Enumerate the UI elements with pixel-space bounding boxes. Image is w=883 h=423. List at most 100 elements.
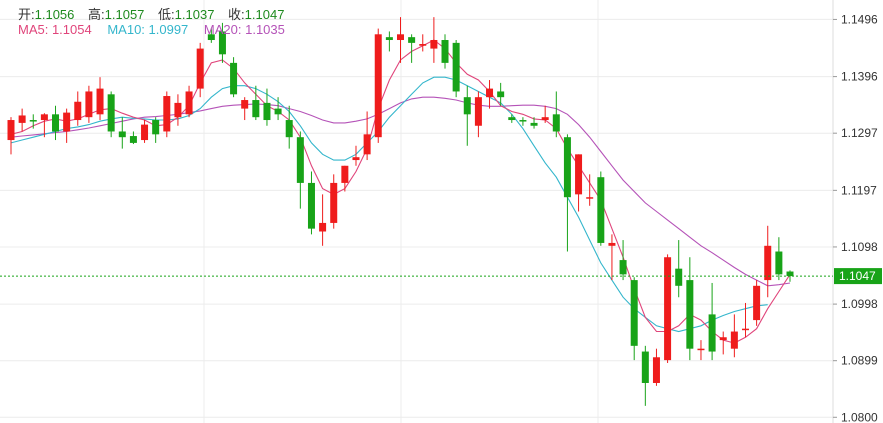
candle <box>385 31 393 52</box>
candle <box>530 117 538 129</box>
candle-body <box>764 245 772 281</box>
high-value: 1.1057 <box>104 7 145 22</box>
candle <box>597 171 605 246</box>
candle <box>274 97 282 121</box>
candle-body <box>541 117 549 121</box>
candle <box>118 117 126 149</box>
candle <box>96 77 104 121</box>
candle-body <box>530 122 538 126</box>
candle-body <box>363 134 371 155</box>
candle-body <box>508 117 516 121</box>
candle-body <box>741 328 749 331</box>
candle <box>652 348 660 386</box>
current-price-box <box>834 268 882 285</box>
candle-body <box>285 120 293 138</box>
candle-body <box>230 62 238 95</box>
candle <box>18 108 26 132</box>
candle-body <box>474 97 482 126</box>
candle <box>708 282 716 361</box>
candle-body <box>163 96 171 132</box>
candle <box>296 131 304 209</box>
candle <box>786 270 794 282</box>
candle-body <box>118 131 126 138</box>
y-tick-label: 1.1297 <box>841 126 878 140</box>
y-tick-label: 1.1496 <box>841 12 878 26</box>
candle <box>697 340 705 361</box>
candle-body <box>296 137 304 183</box>
candle-body <box>575 154 583 195</box>
candle-body <box>207 34 215 41</box>
candle-body <box>341 165 349 183</box>
candle <box>29 114 37 129</box>
candle-body <box>52 114 60 132</box>
candle-body <box>7 120 15 141</box>
candle <box>497 82 505 106</box>
low-value: 1.1037 <box>174 7 215 22</box>
candle <box>686 257 694 361</box>
ma10-legend: MA10: 1.0997 <box>107 22 189 37</box>
candle <box>363 111 371 161</box>
candle-body <box>274 108 282 115</box>
candle <box>196 42 204 98</box>
candle-body <box>664 257 672 361</box>
candle-body <box>29 120 37 122</box>
candle <box>486 80 494 109</box>
candle-body <box>174 102 182 118</box>
candle <box>352 145 360 166</box>
candle-body <box>753 285 761 321</box>
candle-body <box>675 268 683 286</box>
candle <box>541 105 549 123</box>
candle-body <box>608 242 616 246</box>
candle <box>430 17 438 63</box>
candle-body <box>419 44 427 46</box>
candle-body <box>630 280 638 346</box>
ma20-legend: MA20: 1.1035 <box>203 22 285 37</box>
candle <box>218 22 226 63</box>
candle <box>463 85 471 146</box>
ma5-legend: MA5: 1.1054 <box>18 22 92 37</box>
candle <box>74 91 82 126</box>
candle <box>775 237 783 281</box>
y-tick-label: 1.1396 <box>841 70 878 84</box>
candle-body <box>452 42 460 92</box>
candle <box>207 28 215 43</box>
candle-body <box>652 357 660 383</box>
candle-body <box>40 114 48 121</box>
candle-body <box>397 34 404 41</box>
candle <box>719 331 727 355</box>
y-tick-label: 1.1197 <box>841 183 877 197</box>
candle-body <box>563 137 571 198</box>
ma10-line <box>10 76 768 333</box>
candle-body <box>74 101 82 121</box>
candle <box>85 85 93 123</box>
high-label: 高: <box>88 7 105 22</box>
candle <box>319 194 327 246</box>
candle <box>675 240 683 298</box>
candle <box>563 134 571 252</box>
candle-body <box>430 40 438 49</box>
candle <box>40 113 48 138</box>
candle-body <box>597 177 605 243</box>
candle-body <box>641 351 649 383</box>
candle <box>152 117 160 143</box>
candle <box>163 91 171 138</box>
candle <box>619 240 627 281</box>
candle-body <box>619 260 627 275</box>
candle <box>341 165 349 192</box>
candle <box>307 171 315 235</box>
candle-body <box>486 88 494 98</box>
candle-body <box>519 120 527 122</box>
candle-body <box>307 182 315 229</box>
open-value: 1.1056 <box>34 7 75 22</box>
candle-body <box>408 37 416 43</box>
candle-body <box>719 337 727 341</box>
ma-legend: MA5: 1.1054 MA10: 1.0997 MA20: 1.1035 <box>18 22 297 37</box>
candle <box>174 94 182 126</box>
current-price-marker: 1.1047 <box>0 268 882 285</box>
candle <box>185 85 193 118</box>
candle <box>764 225 772 298</box>
candle-body <box>330 182 338 223</box>
candle <box>374 28 382 143</box>
y-tick-label: 1.0998 <box>841 297 878 311</box>
